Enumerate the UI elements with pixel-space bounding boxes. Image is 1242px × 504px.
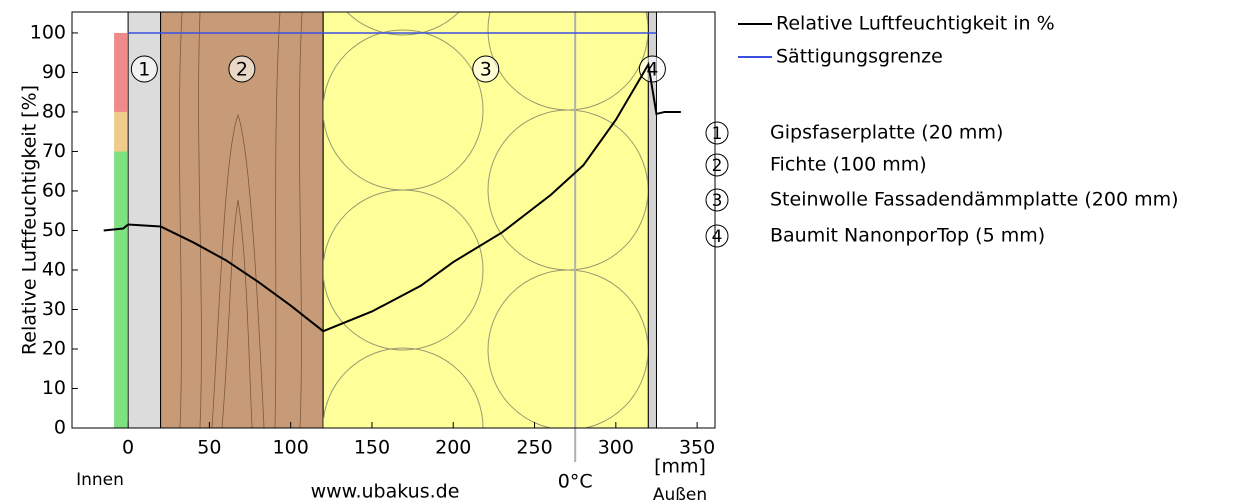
y-tick-label: 70 (42, 140, 66, 162)
legend-layer-name: Gipsfaserplatte (20 mm) (770, 122, 1003, 144)
chart: 1 2 3 4 Relative Luftfeuchtigkeit [%] Innen… (0, 0, 1242, 504)
layer-number: 2 (236, 59, 248, 81)
frost-label: 0°C (558, 471, 593, 493)
y-tick-label: 60 (42, 179, 66, 201)
y-tick-label: 90 (42, 61, 66, 83)
y-axis-label: Relative Luftfeuchtigkeit [%] (19, 85, 41, 355)
x-unit: [mm] (654, 456, 706, 478)
y-tick-label: 30 (42, 298, 66, 320)
legend-layer-number: 3 (712, 191, 723, 211)
x-tick-label: 200 (435, 437, 471, 459)
y-tick-label: 20 (42, 337, 66, 359)
x-tick-label: 150 (354, 437, 390, 459)
layers (128, 12, 656, 428)
outside-label: Außen (653, 485, 707, 504)
y-tick-label: 80 (42, 100, 66, 122)
legend-label: Relative Luftfeuchtigkeit in % (776, 13, 1055, 35)
watermark: www.ubakus.de (311, 481, 460, 503)
legend-layer-name: Fichte (100 mm) (770, 154, 927, 176)
x-tick-label: 250 (516, 437, 552, 459)
x-tick-label: 350 (679, 437, 715, 459)
legend-layer-name: Steinwolle Fassadendämmplatte (200 mm) (770, 189, 1179, 211)
humidity-zone (114, 151, 127, 428)
x-tick-label: 50 (197, 437, 221, 459)
x-tick-label: 0 (122, 437, 134, 459)
layer-number: 1 (138, 59, 150, 81)
legend-layer-number: 4 (712, 227, 723, 247)
legend-layer-number: 1 (712, 124, 723, 144)
legend-layer-number: 2 (712, 156, 723, 176)
y-tick-label: 0 (54, 417, 66, 439)
layer-number: 3 (480, 59, 492, 81)
humidity-zone (114, 33, 127, 112)
x-tick-label: 100 (273, 437, 309, 459)
humidity-zone (114, 112, 127, 152)
y-tick-label: 50 (42, 219, 66, 241)
zones (114, 33, 127, 428)
legend-layer-name: Baumit NanonporTop (5 mm) (770, 225, 1045, 247)
y-tick-label: 100 (30, 21, 66, 43)
inside-label: Innen (76, 470, 124, 490)
x-tick-label: 300 (598, 437, 634, 459)
y-tick-label: 40 (42, 258, 66, 280)
legend-label: Sättigungsgrenze (776, 46, 943, 68)
y-tick-label: 10 (42, 377, 66, 399)
